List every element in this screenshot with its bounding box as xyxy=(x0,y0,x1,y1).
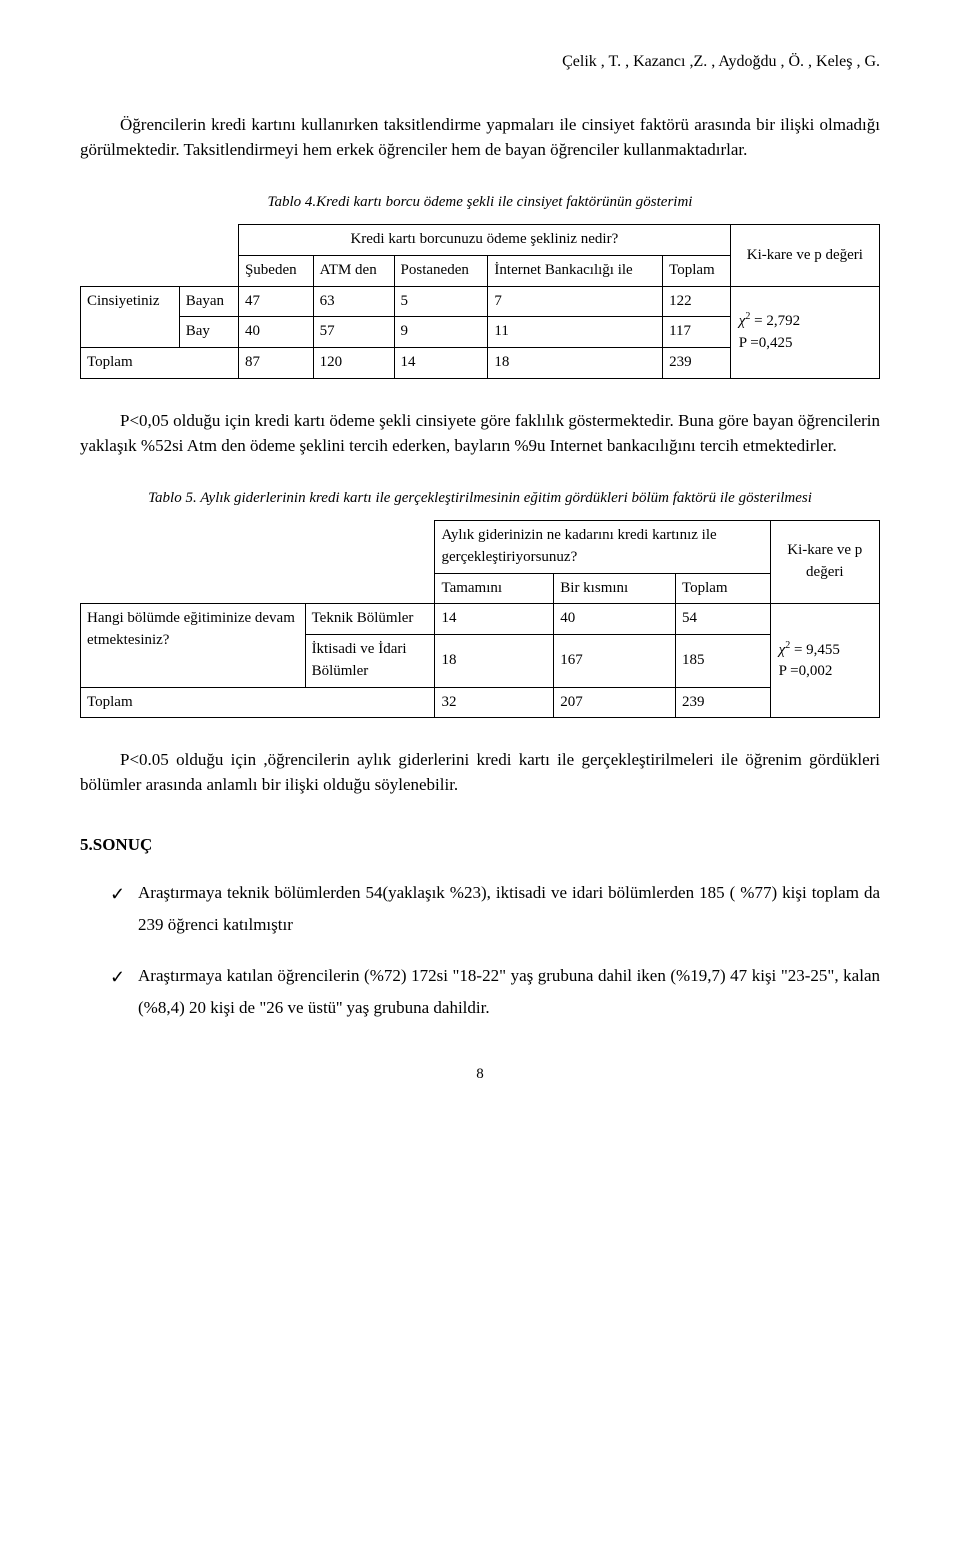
table5-total-label: Toplam xyxy=(81,687,435,718)
table5-total-v1: 207 xyxy=(554,687,676,718)
table4-r1-v4: 122 xyxy=(663,286,731,317)
table5-col2: Bir kısmını xyxy=(554,573,676,604)
table5-r2-v0: 18 xyxy=(435,635,554,688)
table4-rowhead: Cinsiyetiniz xyxy=(81,286,180,348)
table5-caption: Tablo 5. Aylık giderlerinin kredi kartı … xyxy=(80,488,880,510)
table4-r2-v4: 117 xyxy=(663,317,731,348)
author-line: Çelik , T. , Kazancı ,Z. , Aydoğdu , Ö. … xyxy=(80,50,880,73)
table4-question: Kredi kartı borcunuzu ödeme şekliniz ned… xyxy=(238,225,730,256)
table4-total-v4: 239 xyxy=(663,348,731,379)
table4-r2-v1: 57 xyxy=(313,317,394,348)
paragraph-1: Öğrencilerin kredi kartını kullanırken t… xyxy=(80,113,880,162)
table4-caption: Tablo 4.Kredi kartı borcu ödeme şekli il… xyxy=(80,192,880,214)
table4-r1-v3: 7 xyxy=(488,286,663,317)
table5-col1: Tamamını xyxy=(435,573,554,604)
table4-col1: Şubeden xyxy=(238,255,313,286)
table5-r2-v1: 167 xyxy=(554,635,676,688)
page-number: 8 xyxy=(80,1064,880,1086)
table4-stat-header: Ki-kare ve p değeri xyxy=(730,225,879,287)
paragraph-2: P<0,05 olduğu için kredi kartı ödeme şek… xyxy=(80,409,880,458)
table5-r1-v2: 54 xyxy=(675,604,770,635)
table5-r1-label: Teknik Bölümler xyxy=(305,604,435,635)
table4-r1-v0: 47 xyxy=(238,286,313,317)
table5-stat-header: Ki-kare ve p değeri xyxy=(770,521,879,604)
table4-p-val: P =0,425 xyxy=(739,335,793,351)
table5-rowhead: Hangi bölümde eğitiminize devam etmektes… xyxy=(81,604,306,687)
table4-col5: Toplam xyxy=(663,255,731,286)
table5: Aylık giderinizin ne kadarını kredi kart… xyxy=(80,520,880,718)
table5-stat-cell: χ2 = 9,455 P =0,002 xyxy=(770,604,879,718)
table5-p-val: P =0,002 xyxy=(779,663,833,679)
table5-total-v2: 239 xyxy=(675,687,770,718)
table5-col3: Toplam xyxy=(675,573,770,604)
paragraph-3: P<0.05 olduğu için ,öğrencilerin aylık g… xyxy=(80,748,880,797)
table5-r1-v0: 14 xyxy=(435,604,554,635)
table4-total-label: Toplam xyxy=(81,348,239,379)
table5-chi-val: 9,455 xyxy=(806,642,840,658)
table5-total-v0: 32 xyxy=(435,687,554,718)
table5-r2-label: İktisadi ve İdari Bölümler xyxy=(305,635,435,688)
section-5-heading: 5.SONUÇ xyxy=(80,833,880,858)
table4-total-v2: 14 xyxy=(394,348,488,379)
table4-r2-v0: 40 xyxy=(238,317,313,348)
table5-r1-v1: 40 xyxy=(554,604,676,635)
table4-total-v1: 120 xyxy=(313,348,394,379)
table4-total-v0: 87 xyxy=(238,348,313,379)
list-item: Araştırmaya katılan öğrencilerin (%72) 1… xyxy=(110,960,880,1025)
table4-stat-cell: χ2 = 2,792 P =0,425 xyxy=(730,286,879,378)
table4-r1-v1: 63 xyxy=(313,286,394,317)
list-item: Araştırmaya teknik bölümlerden 54(yaklaş… xyxy=(110,877,880,942)
conclusions-list: Araştırmaya teknik bölümlerden 54(yaklaş… xyxy=(80,877,880,1024)
table4-r2-v2: 9 xyxy=(394,317,488,348)
table4-chi-val: 2,792 xyxy=(766,313,800,329)
table4-col3: Postaneden xyxy=(394,255,488,286)
table4-r1-label: Bayan xyxy=(179,286,238,317)
table4-r1-v2: 5 xyxy=(394,286,488,317)
table4-total-v3: 18 xyxy=(488,348,663,379)
table4: Kredi kartı borcunuzu ödeme şekliniz ned… xyxy=(80,224,880,379)
table4-col2: ATM den xyxy=(313,255,394,286)
table5-r2-v2: 185 xyxy=(675,635,770,688)
table4-r2-label: Bay xyxy=(179,317,238,348)
table5-question: Aylık giderinizin ne kadarını kredi kart… xyxy=(435,521,770,574)
table4-r2-v3: 11 xyxy=(488,317,663,348)
table4-col4: İnternet Bankacılığı ile xyxy=(488,255,663,286)
